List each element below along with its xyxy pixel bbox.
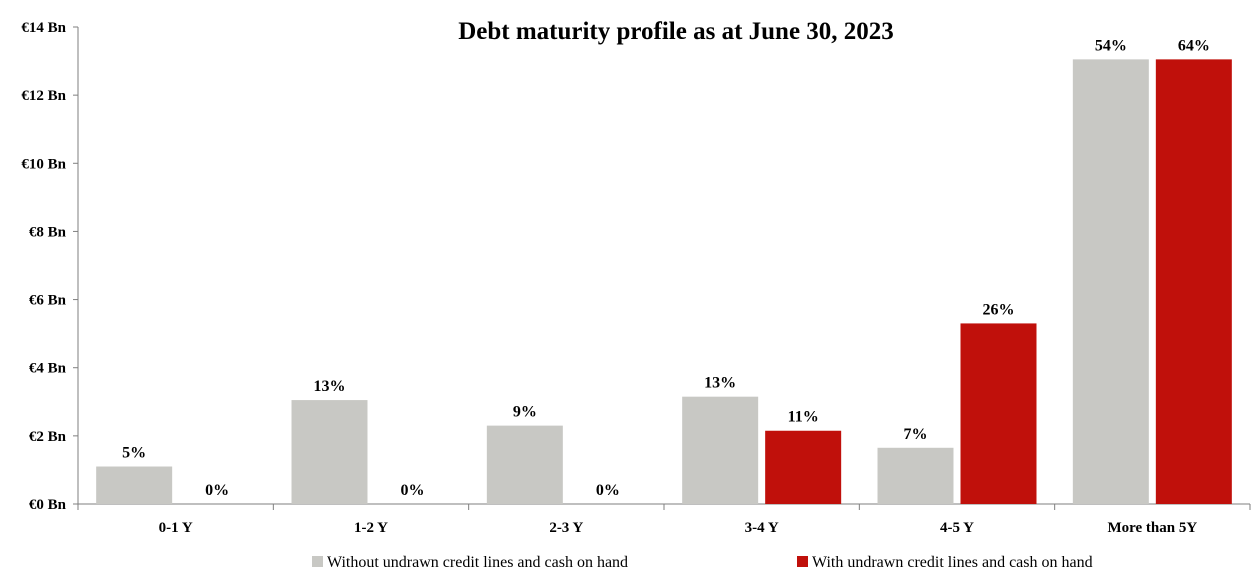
- bars-group: 5% 0% 13% 0% 9% 0% 13% 11% 7% 26% 54% 64%: [96, 37, 1232, 504]
- data-label: 7%: [904, 426, 928, 443]
- data-label: 26%: [983, 301, 1015, 318]
- data-label: 0%: [401, 482, 425, 499]
- y-tick-label: €10 Bn: [21, 156, 66, 172]
- y-tick-label: €0 Bn: [29, 497, 67, 513]
- data-label: 5%: [122, 445, 146, 462]
- y-tick-label: €6 Bn: [29, 293, 67, 309]
- x-axis: 0-1 Y 1-2 Y 2-3 Y 3-4 Y 4-5 Y More than 5Y: [77, 503, 1251, 536]
- legend-label: With undrawn credit lines and cash on ha…: [812, 554, 1093, 571]
- bar: [1155, 59, 1232, 504]
- data-label: 13%: [314, 378, 346, 395]
- legend-swatch: [312, 556, 323, 567]
- y-tick-label: €4 Bn: [29, 361, 67, 377]
- x-tick-label: 1-2 Y: [354, 520, 388, 536]
- data-label: 11%: [788, 409, 819, 426]
- bar: [1072, 59, 1149, 504]
- data-label: 0%: [205, 482, 229, 499]
- chart-title: Debt maturity profile as at June 30, 202…: [458, 18, 894, 45]
- data-label: 13%: [704, 375, 736, 392]
- bar: [765, 430, 842, 504]
- data-label: 0%: [596, 482, 620, 499]
- y-tick-label: €2 Bn: [29, 429, 67, 445]
- data-label: 9%: [513, 404, 537, 421]
- x-tick-label: More than 5Y: [1107, 520, 1197, 536]
- x-tick-label: 2-3 Y: [549, 520, 583, 536]
- data-label: 54%: [1095, 37, 1127, 54]
- legend: Without undrawn credit lines and cash on…: [312, 554, 1093, 571]
- legend-label: Without undrawn credit lines and cash on…: [327, 554, 628, 571]
- y-tick-label: €14 Bn: [21, 20, 66, 36]
- y-tick-label: €8 Bn: [29, 224, 67, 240]
- bar: [960, 323, 1037, 504]
- legend-swatch: [797, 556, 808, 567]
- bar: [96, 466, 173, 504]
- bar: [291, 400, 368, 504]
- x-tick-label: 3-4 Y: [745, 520, 779, 536]
- bar: [682, 396, 759, 504]
- bar: [877, 447, 954, 504]
- data-label: 64%: [1178, 37, 1210, 54]
- bar: [486, 425, 563, 504]
- x-tick-label: 0-1 Y: [159, 520, 193, 536]
- y-axis: €0 Bn €2 Bn €4 Bn €6 Bn €8 Bn €10 Bn €12 Bn €14…: [21, 20, 79, 513]
- y-tick-label: €12 Bn: [21, 88, 66, 104]
- x-tick-label: 4-5 Y: [940, 520, 974, 536]
